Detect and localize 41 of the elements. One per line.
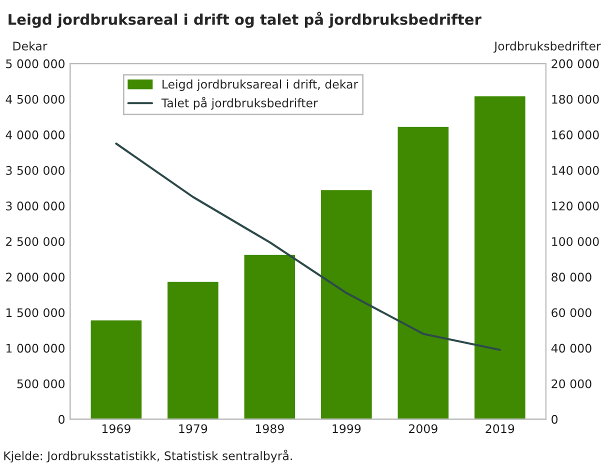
y-tick-label: 2 000 000: [6, 272, 65, 282]
y-tick-label: 1 000 000: [6, 344, 65, 353]
bar: [396, 125, 450, 420]
y2-tick-label: 140 000: [552, 166, 599, 175]
y-tick-label: 1 500 000: [6, 308, 65, 318]
y2-tick-label: 0: [552, 414, 558, 424]
y2-tick-label: 100 000: [552, 237, 599, 246]
line-series: [115, 142, 501, 351]
y-tick-label: 500 000: [17, 379, 65, 388]
y2-tick-label: 200 000: [552, 59, 599, 68]
y-axis-title: Dekar: [13, 41, 48, 51]
chart-title: Leigd jordbruksareal i drift og talet på jordbruksbedrifter: [8, 12, 482, 28]
y2-tick-label: 160 000: [552, 130, 599, 140]
y-tick-label: 5 000 000: [6, 59, 65, 68]
y2-tick-label: 120 000: [552, 202, 599, 210]
x-tick-label: 1979: [179, 424, 208, 434]
y-tick-label: 4 500 000: [6, 94, 65, 104]
y2-tick-label: 20 000: [552, 379, 592, 388]
bar: [320, 188, 374, 420]
y-tick-label: 3 500 000: [6, 166, 65, 175]
y2-tick-label: 80 000: [552, 272, 592, 282]
x-tick-label: 2009: [409, 424, 438, 434]
y2-tick-label: 180 000: [552, 94, 599, 104]
x-tick-label: 1969: [102, 424, 130, 434]
x-tick-label: 1999: [332, 424, 361, 434]
bar: [89, 318, 143, 420]
y-tick-label: 4 000 000: [6, 130, 65, 140]
bar: [473, 94, 527, 420]
y2-axis-title: Jordbruksbedrifter: [493, 41, 601, 53]
y-tick-label: 0: [58, 414, 65, 424]
legend-label: Talet på jordbruksbedrifter: [161, 96, 318, 110]
x-tick-label: 2019: [486, 424, 514, 434]
legend-label: Leigd jordbruksareal i drift, dekar: [162, 80, 358, 91]
y-tick-label: 2 500 000: [6, 237, 65, 246]
y-tick-label: 3 000 000: [6, 202, 65, 210]
text: Kjelde: Jordbruksstatistikk, Statistisk sentralbyrå.: [4, 450, 292, 463]
bar: [166, 280, 220, 420]
bar: [242, 253, 296, 420]
y2-tick-label: 60 000: [552, 308, 592, 318]
x-tick-label: 1989: [256, 424, 284, 434]
y2-tick-label: 40 000: [551, 344, 592, 353]
